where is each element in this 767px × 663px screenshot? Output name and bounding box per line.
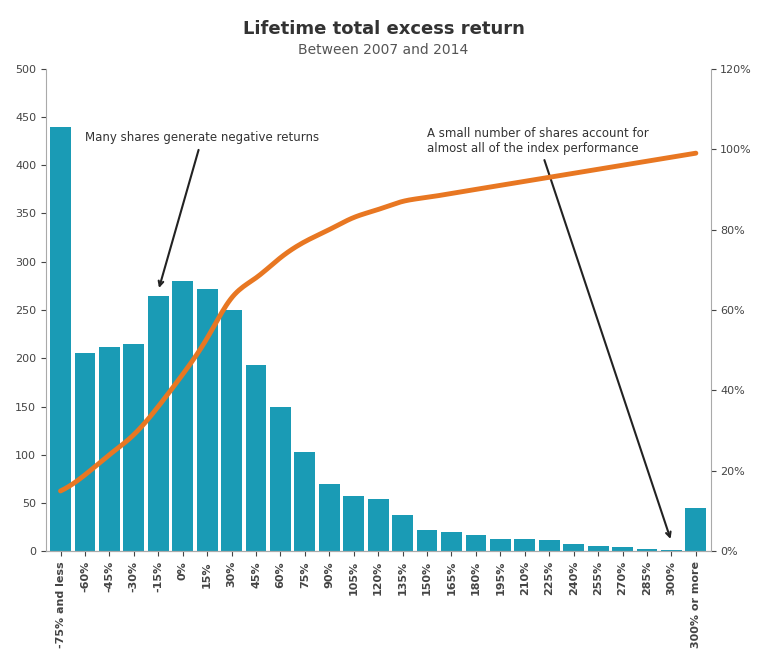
Bar	[123, 344, 144, 551]
Bar	[99, 347, 120, 551]
Bar	[637, 550, 657, 551]
Bar	[270, 406, 291, 551]
Bar	[539, 540, 560, 551]
Bar	[148, 296, 169, 551]
Bar	[50, 127, 71, 551]
Bar	[563, 544, 584, 551]
Bar	[344, 497, 364, 551]
Bar	[74, 353, 95, 551]
Bar	[441, 532, 462, 551]
Text: Lifetime total excess return: Lifetime total excess return	[242, 20, 525, 38]
Bar	[392, 514, 413, 551]
Bar	[661, 550, 682, 551]
Bar	[515, 539, 535, 551]
Bar	[173, 281, 193, 551]
Bar	[416, 530, 437, 551]
Bar	[612, 548, 633, 551]
Bar	[490, 539, 511, 551]
Bar	[588, 546, 608, 551]
Text: A small number of shares account for
almost all of the index performance: A small number of shares account for alm…	[427, 127, 670, 537]
Bar	[221, 310, 242, 551]
Bar	[466, 535, 486, 551]
Bar	[197, 289, 218, 551]
Bar	[686, 508, 706, 551]
Bar	[319, 484, 340, 551]
Text: Between 2007 and 2014: Between 2007 and 2014	[298, 43, 469, 57]
Bar	[295, 452, 315, 551]
Bar	[245, 365, 266, 551]
Bar	[368, 499, 389, 551]
Text: Many shares generate negative returns: Many shares generate negative returns	[85, 131, 319, 286]
